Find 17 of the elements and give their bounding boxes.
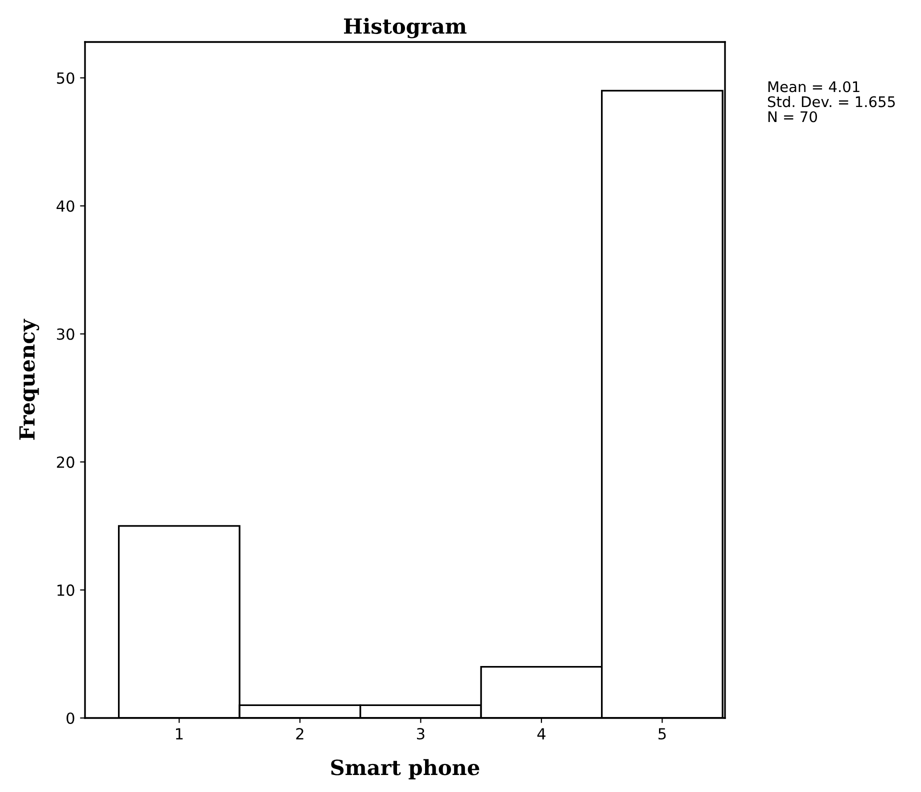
x-tick-label: 2 xyxy=(296,728,304,740)
y-tick-label: 50 xyxy=(57,72,74,84)
x-tick-label: 4 xyxy=(537,728,546,740)
y-tick-label: 20 xyxy=(56,456,74,468)
x-tick-label: 5 xyxy=(658,728,666,740)
y-axis-title: Frequency xyxy=(19,318,40,440)
chart-title: Histogram xyxy=(344,18,466,38)
x-tick-label: 1 xyxy=(176,728,183,740)
text: Std. Dev. = 1.655 xyxy=(768,96,895,108)
text: N = 70 xyxy=(768,111,817,122)
x-tick-label: 3 xyxy=(417,728,424,740)
y-tick-label: 40 xyxy=(56,200,74,212)
y-tick-label: 30 xyxy=(57,328,74,340)
y-tick-label: 0 xyxy=(66,712,74,724)
y-tick-label: 10 xyxy=(58,584,74,596)
x-axis-title: Smart phone xyxy=(331,759,480,780)
text: Mean = 4.01 xyxy=(768,81,860,92)
